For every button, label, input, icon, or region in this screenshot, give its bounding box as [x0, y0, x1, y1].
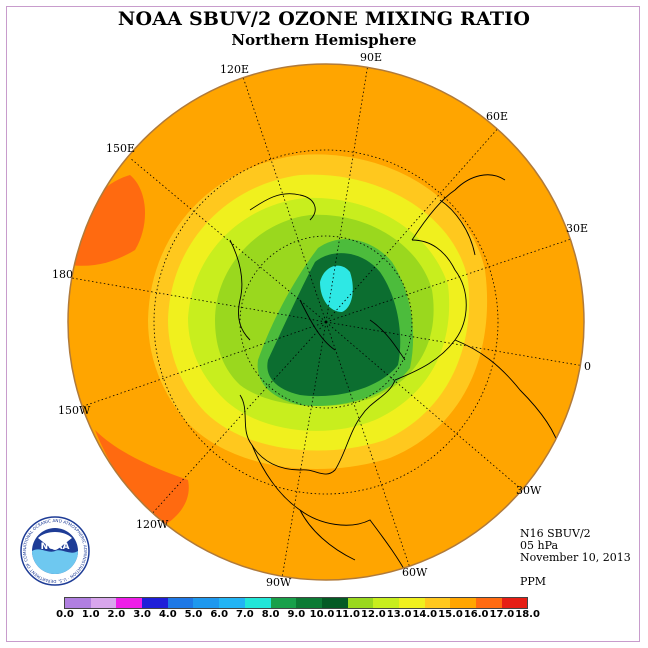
colorbar-tick-label: 3.0	[133, 609, 151, 620]
lon-label-120e: 120E	[220, 63, 249, 76]
colorbar-cell	[424, 598, 451, 608]
lon-label-90e: 90E	[360, 51, 382, 64]
colorbar-cell	[244, 598, 271, 608]
colorbar-tick-label: 6.0	[210, 609, 229, 620]
colorbar-tick-label: 1.0	[81, 609, 100, 620]
coastlines	[229, 174, 561, 580]
colorbar-ticks: 0.0 1.0 2.0 3.0 4.0 5.0 6.0 7.0 8.0 9.0 10.0 11.0 12…	[0, 609, 648, 623]
lon-label-60w: 60W	[402, 566, 428, 579]
colorbar-cell	[321, 598, 348, 608]
lon-label-90w: 90W	[266, 576, 292, 589]
colorbar-tick-label: 17.0	[489, 609, 515, 620]
ozone-field	[68, 64, 584, 580]
ozone-max-region-west	[70, 175, 146, 266]
unit-label: PPM	[520, 575, 547, 588]
colorbar-cell	[450, 598, 476, 608]
colorbar-cell	[142, 598, 168, 608]
colorbar-cell	[398, 598, 425, 608]
globe-outline	[67, 63, 585, 581]
colorbar-tick-label: 5.0	[184, 609, 203, 620]
lon-label-120w: 120W	[136, 518, 169, 531]
colorbar-cell	[270, 598, 297, 608]
colorbar-tick-label: 12.0	[361, 609, 386, 620]
colorbar-tick-label: 14.0	[412, 609, 438, 620]
colorbar-tick-label: 8.0	[261, 609, 280, 620]
colorbar-cell	[296, 598, 322, 608]
colorbar-tick-label: 9.0	[287, 609, 306, 620]
colorbar-cell	[501, 598, 528, 608]
colorbar-cell	[373, 598, 399, 608]
colorbar-tick-label: 0.0	[56, 609, 74, 620]
lon-label-150e: 150E	[106, 142, 135, 155]
ozone-core-dark-green	[267, 253, 401, 397]
lon-label-60e: 60E	[486, 110, 508, 123]
colorbar-tick-label: 15.0	[438, 609, 463, 620]
graticule	[71, 64, 584, 579]
colorbar-tick-label: 10.0	[309, 609, 335, 620]
colorbar-tick-label: 4.0	[158, 609, 177, 620]
colorbar-cell	[219, 598, 245, 608]
colorbar-cell	[90, 598, 117, 608]
lon-label-30w: 30W	[516, 484, 542, 497]
colorbar-cell	[167, 598, 194, 608]
lon-label-180: 180	[52, 268, 73, 281]
colorbar-cell	[193, 598, 220, 608]
colorbar-tick-label: 2.0	[107, 609, 126, 620]
colorbar	[64, 597, 529, 609]
chart-subtitle: Northern Hemisphere	[231, 31, 417, 49]
lon-label-30e: 30E	[566, 222, 588, 235]
colorbar-tick-label: 7.0	[236, 609, 254, 620]
lon-label-150w: 150W	[58, 404, 91, 417]
colorbar-tick-label: 18.0	[515, 609, 540, 620]
image-frame	[6, 6, 640, 642]
noaa-logo: NATIONAL OCEANIC AND ATMOSPHERIC ADMINIS…	[20, 516, 90, 586]
noaa-logo-text: NOAA	[41, 542, 70, 552]
ozone-max-region-southwest	[95, 430, 189, 525]
colorbar-cell	[116, 598, 143, 608]
date-label: November 10, 2013	[520, 551, 631, 564]
chart-title: NOAA SBUV/2 OZONE MIXING RATIO	[117, 8, 531, 30]
colorbar-cell	[476, 598, 502, 608]
colorbar-tick-label: 16.0	[463, 609, 489, 620]
colorbar-tick-label: 11.0	[335, 609, 361, 620]
colorbar-cell	[347, 598, 374, 608]
pressure-level-label: 05 hPa	[520, 539, 559, 552]
lon-label-0: 0	[584, 360, 591, 373]
colorbar-cell	[65, 598, 91, 608]
satellite-label: N16 SBUV/2	[520, 527, 591, 540]
ozone-core-cyan	[320, 265, 353, 312]
colorbar-tick-label: 13.0	[386, 609, 412, 620]
